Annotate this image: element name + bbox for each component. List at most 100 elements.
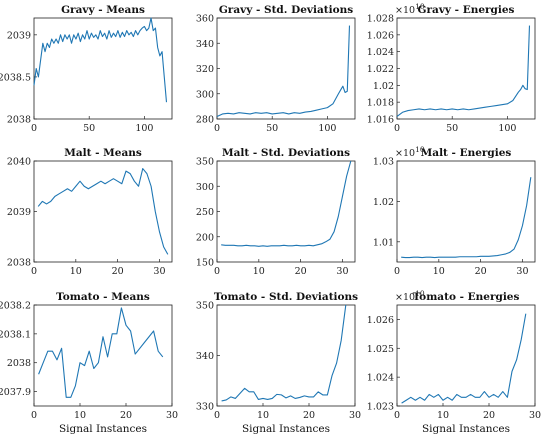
x-tick-label: 10: [437, 410, 449, 421]
y-tick-label: 2038.2: [0, 301, 31, 312]
x-tick-label: 30: [336, 266, 348, 277]
y-tick-label: 1.026: [367, 315, 394, 326]
x-tick-label: 0: [31, 266, 37, 277]
x-tick-label: 10: [257, 410, 269, 421]
x-tick-label: 30: [516, 266, 528, 277]
x-tick-label: 20: [120, 410, 132, 421]
plot-area: [33, 17, 173, 120]
x-tick-label: 100: [498, 123, 516, 134]
x-tick-label: 20: [303, 410, 315, 421]
x-tick-label: 0: [214, 266, 220, 277]
plot-area: [216, 304, 356, 407]
y-tick-label: 1.028: [367, 14, 394, 25]
y-tick-label: 1.016: [367, 115, 394, 126]
plot-area: [216, 160, 356, 263]
data-series-line: [33, 17, 168, 103]
data-series-line: [38, 307, 164, 398]
y-tick-label: 2040: [7, 157, 31, 168]
data-series-line: [221, 304, 347, 402]
y-tick-label: 2038: [7, 258, 31, 269]
y-tick-label: 1.025: [367, 344, 394, 355]
chart-title: Tomato - Means: [56, 291, 150, 303]
x-tick-label: 0: [31, 123, 37, 134]
x-tick-label: 20: [295, 266, 307, 277]
chart-panel: Malt - Std. Deviations 0 10 20 30 150 200 250 30…: [196, 147, 356, 277]
chart-title: Tomato - Std. Deviations: [214, 291, 358, 303]
x-tick-label: 10: [70, 266, 82, 277]
y-tick-label: 2039: [7, 207, 31, 218]
chart-title: Tomato - Energies: [413, 291, 520, 303]
y-tick-label: 2038: [7, 115, 31, 126]
y-tick-label: 1.02: [373, 197, 394, 208]
y-tick-label: 360: [196, 14, 214, 25]
plot-area: [396, 17, 536, 120]
x-axis-label: Signal Instances: [59, 423, 147, 435]
x-tick-label: 0: [394, 266, 400, 277]
y-tick-label: 2037.9: [0, 387, 31, 398]
x-tick-label: 50: [83, 123, 95, 134]
chart-panel: Tomato - Std. Deviations 0 10 20 30 330 340 350…: [196, 291, 361, 435]
x-tick-label: 30: [153, 266, 165, 277]
y-tick-label: 1.02: [373, 81, 394, 92]
x-tick-label: 10: [74, 410, 86, 421]
exponent-power: 10: [415, 2, 425, 11]
chart-panel: Malt - Means 0 10 20 30 2038 2039 2040: [7, 147, 173, 277]
y-tick-label: 340: [196, 351, 214, 362]
x-tick-label: 0: [394, 410, 400, 421]
y-tick-label: 330: [196, 402, 214, 413]
x-tick-label: 0: [394, 123, 400, 134]
y-tick-label: 1.024: [367, 47, 394, 58]
y-tick-label: 1.018: [367, 98, 394, 109]
chart-panel: Gravy - Std. Deviations 0 50 100 280 300 320 34…: [196, 4, 356, 134]
x-tick-label: 30: [529, 410, 541, 421]
x-tick-label: 20: [483, 410, 495, 421]
chart-title: Malt - Energies: [421, 147, 512, 159]
y-tick-label: 1.024: [367, 373, 394, 384]
x-tick-label: 0: [31, 410, 37, 421]
y-tick-label: 300: [196, 182, 214, 193]
x-tick-label: 50: [446, 123, 458, 134]
plot-area: [33, 160, 173, 263]
y-tick-label: 320: [196, 64, 214, 75]
y-tick-label: 2038.1: [0, 329, 31, 340]
plot-area: [396, 160, 536, 263]
exponent-power: 10: [415, 289, 425, 298]
y-tick-label: 1.023: [367, 402, 394, 413]
chart-panel: Tomato - Means 0 10 20 30 2037.9 2038 2038.1 203…: [0, 291, 178, 435]
y-tick-label: 2038: [7, 358, 31, 369]
chart-title: Gravy - Means: [61, 4, 145, 16]
x-tick-label: 100: [135, 123, 153, 134]
plot-area: [396, 304, 536, 407]
x-axis-label: Signal Instances: [242, 423, 330, 435]
y-tick-label: 1.03: [373, 157, 394, 168]
x-tick-label: 30: [166, 410, 178, 421]
chart-title: Gravy - Energies: [418, 4, 515, 16]
y-tick-label: 300: [196, 89, 214, 100]
x-tick-label: 30: [349, 410, 361, 421]
plot-area: [216, 17, 356, 120]
chart-panel: Gravy - Means 0 50 100 2038 2038.5 2039: [0, 4, 173, 134]
y-tick-label: 2038.5: [0, 72, 31, 83]
y-tick-label: 1.01: [373, 237, 394, 248]
data-series-line: [396, 25, 531, 117]
y-tick-label: 150: [196, 258, 214, 269]
y-tick-label: 1.022: [367, 64, 394, 75]
x-tick-label: 10: [253, 266, 265, 277]
data-series-line: [401, 177, 532, 259]
y-tick-label: 2039: [7, 30, 31, 41]
chart-title: Gravy - Std. Deviations: [219, 4, 353, 16]
chart-title: Malt - Means: [64, 147, 142, 159]
y-tick-label: 340: [196, 39, 214, 50]
x-tick-label: 20: [112, 266, 124, 277]
y-tick-label: 1.026: [367, 30, 394, 41]
y-tick-label: 350: [196, 157, 214, 168]
x-axis-label: Signal Instances: [422, 423, 510, 435]
x-tick-label: 100: [318, 123, 336, 134]
exponent-power: 10: [415, 145, 425, 154]
y-tick-label: 350: [196, 301, 214, 312]
y-tick-label: 280: [196, 115, 214, 126]
